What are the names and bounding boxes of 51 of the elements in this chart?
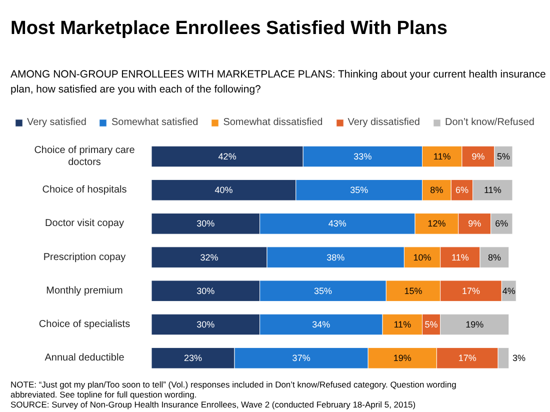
- y-tick-label: Monthly premium: [46, 285, 123, 296]
- data-label: 30%: [196, 218, 215, 229]
- y-tick-label: Choice of hospitals: [42, 184, 127, 196]
- data-label: 35%: [314, 286, 332, 296]
- y-tick-label: Choice of specialists: [38, 319, 130, 330]
- text: NOTE: “Just got my plan/Too soon to tell” (Vol.) responses included in Don’t know/Refused category. Question wording abbreviated. See topline for full question wording.: [10, 380, 457, 400]
- y-tick-label: Choice of primary care doctors: [34, 144, 136, 168]
- data-label: 6%: [495, 218, 508, 229]
- data-label: 11%: [394, 320, 412, 330]
- legend-label: Somewhat satisfied: [111, 117, 198, 128]
- data-label: 11%: [484, 185, 502, 196]
- data-label: 38%: [326, 252, 345, 262]
- data-label: 40%: [214, 185, 233, 196]
- legend-label: Very satisfied: [27, 117, 86, 128]
- data-label: 9%: [472, 152, 485, 162]
- data-label: 11%: [451, 252, 469, 262]
- chart-subtitle: AMONG NON-GROUP ENROLLEES WITH MARKETPLACE PLANS: Thinking about your current health insurance plan, how satisfied are you with each of the following?: [10, 68, 546, 96]
- data-label: 17%: [458, 353, 476, 364]
- legend-label: Very dissatisfied: [348, 117, 420, 128]
- data-label: 23%: [184, 353, 202, 364]
- data-label: 12%: [428, 218, 446, 229]
- legend-label: Somewhat dissatisfied: [223, 117, 323, 128]
- y-tick-label: Annual deductible: [44, 352, 125, 364]
- data-label: 3%: [512, 353, 526, 364]
- data-label: 43%: [328, 218, 346, 229]
- data-label: 30%: [196, 286, 215, 296]
- y-tick-label: Prescription copay: [43, 252, 126, 263]
- data-label: 5%: [424, 320, 438, 330]
- legend-label: Don’t know/Refused: [444, 117, 534, 128]
- data-label: 8%: [430, 185, 444, 196]
- data-label: 15%: [404, 286, 422, 296]
- data-label: 19%: [466, 320, 484, 330]
- source-note: SOURCE: Survey of Non-Group Health Insurance Enrollees, Wave 2 (conducted February 18-April 5, 2015): [10, 400, 416, 410]
- data-label: 19%: [393, 353, 412, 364]
- data-label: 6%: [455, 185, 468, 196]
- data-label: 10%: [413, 252, 432, 262]
- data-label: 17%: [462, 286, 480, 296]
- data-label: 37%: [292, 353, 310, 364]
- data-label: 8%: [488, 252, 501, 262]
- data-label: 4%: [502, 286, 516, 296]
- data-label: 9%: [468, 218, 482, 229]
- data-label: 5%: [496, 152, 510, 162]
- data-label: 42%: [218, 152, 236, 162]
- data-label: 34%: [312, 320, 330, 330]
- data-label: 30%: [196, 320, 215, 330]
- data-label: 35%: [350, 185, 368, 196]
- y-tick-label: Doctor visit copay: [45, 218, 124, 230]
- data-label: 33%: [354, 152, 372, 162]
- chart-title: Most Marketplace Enrollees Satisfied With Plans: [10, 18, 448, 39]
- data-label: 32%: [200, 252, 218, 262]
- data-label: 11%: [433, 152, 451, 162]
